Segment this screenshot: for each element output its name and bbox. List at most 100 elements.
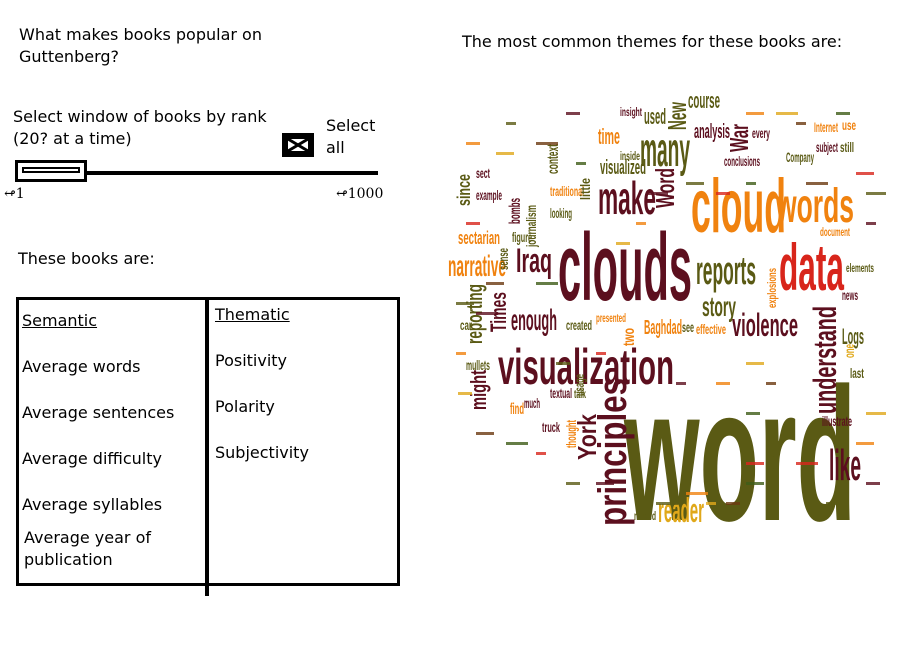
word-cloud-term: much <box>524 395 540 411</box>
word-cloud-filler-mark <box>686 182 704 185</box>
select-all-checkbox[interactable] <box>282 133 314 157</box>
semantic-item-average-syllables[interactable]: Average syllables <box>22 495 163 514</box>
word-cloud-filler-mark <box>636 222 646 225</box>
word-cloud-filler-mark <box>466 222 480 225</box>
word-cloud-filler-mark <box>616 242 630 245</box>
semantic-header[interactable]: Semantic <box>22 311 98 330</box>
word-cloud-filler-mark <box>476 312 498 315</box>
word-cloud-filler-mark <box>506 122 516 125</box>
page-question: What makes books popular on Guttenberg? <box>19 25 262 66</box>
word-cloud-term: enough <box>511 304 557 337</box>
semantic-item-average-difficulty[interactable]: Average difficulty <box>22 449 162 468</box>
word-cloud-filler-mark <box>776 112 798 115</box>
word-cloud-term: clouds <box>558 214 692 321</box>
thematic-item-polarity[interactable]: Polarity <box>215 397 275 416</box>
word-cloud-term: illustrate <box>822 413 852 429</box>
table-column-divider <box>205 299 209 596</box>
word-cloud-filler-mark <box>536 282 558 285</box>
word-cloud-term: Company <box>786 149 814 165</box>
word-cloud-term: truck <box>542 419 560 435</box>
word-cloud-filler-mark <box>766 382 776 385</box>
word-cloud-term: elements <box>846 261 874 275</box>
word-cloud-term: Word <box>650 168 680 208</box>
word-cloud-term: thought <box>563 420 579 448</box>
word-cloud-filler-mark <box>576 162 586 165</box>
word-cloud-term: presented <box>596 311 626 325</box>
word-cloud-term: York <box>572 414 602 460</box>
word-cloud-term: since <box>454 174 474 206</box>
word-cloud-filler-mark <box>706 502 716 505</box>
word-cloud-term: every <box>752 125 770 141</box>
word-cloud-term: narrative <box>448 250 506 283</box>
word-cloud-term: talk <box>574 387 586 401</box>
rank-slider-track[interactable] <box>16 171 378 175</box>
word-cloud-filler-mark <box>596 482 614 485</box>
word-cloud-term: car <box>460 317 472 333</box>
word-cloud-term: find <box>510 401 524 418</box>
rank-slider-handle[interactable] <box>15 160 87 182</box>
semantic-item-average-words[interactable]: Average words <box>22 357 141 376</box>
rank-max-label: 1000 <box>347 186 384 202</box>
word-cloud-term: textual <box>550 385 572 401</box>
word-cloud-filler-mark <box>566 482 580 485</box>
word-cloud-term: one <box>841 344 857 358</box>
word-cloud-filler-mark <box>596 352 606 355</box>
word-cloud-filler-mark <box>866 192 886 195</box>
semantic-item-average-sentences[interactable]: Average sentences <box>22 403 175 422</box>
word-cloud-filler-mark <box>466 142 480 145</box>
word-cloud-term: named <box>634 509 656 523</box>
word-cloud-filler-mark <box>746 112 764 115</box>
word-cloud-term: War <box>724 124 754 152</box>
word-cloud-filler-mark <box>716 192 730 195</box>
word-cloud-filler-mark <box>456 302 474 305</box>
word-cloud-term: like <box>829 441 861 490</box>
word-cloud-filler-mark <box>746 482 764 485</box>
semantic-item-average-year[interactable]: Average year of publication <box>24 528 151 569</box>
word-cloud-filler-mark <box>496 152 514 155</box>
word-cloud-filler-mark <box>456 352 466 355</box>
word-cloud-filler-mark <box>476 432 494 435</box>
word-cloud-filler-mark <box>506 442 528 445</box>
word-cloud-term: subject <box>816 139 838 155</box>
word-cloud-term: Logs <box>842 324 864 349</box>
tick-arrow-icon: ↫ <box>4 186 16 202</box>
word-cloud-term: visualization <box>498 339 674 395</box>
word-cloud-filler-mark <box>796 122 806 125</box>
word-cloud-filler-mark <box>826 502 836 505</box>
word-cloud-filler-mark <box>686 492 708 495</box>
word-cloud-term: see <box>682 319 694 335</box>
word-cloud-term: visualized <box>600 157 646 179</box>
word-cloud-filler-mark <box>746 412 760 415</box>
word-cloud-term: New <box>662 102 692 130</box>
word-cloud-term: Baghdad <box>644 317 682 339</box>
word-cloud-term: mullets <box>466 357 490 373</box>
word-cloud-term: inside <box>620 149 640 163</box>
word-cloud-filler-mark <box>646 192 668 195</box>
word-cloud-term: cloud <box>691 164 786 249</box>
word-cloud-term: explosions <box>765 268 779 308</box>
word-cloud-term: understand <box>807 306 843 414</box>
word-cloud-term: traditional <box>550 183 584 199</box>
word-cloud-term: looking <box>550 205 572 221</box>
thematic-item-subjectivity[interactable]: Subjectivity <box>215 443 309 462</box>
word-cloud-term: time <box>598 124 620 149</box>
word-cloud-term: usage <box>571 374 587 396</box>
word-cloud-filler-mark <box>866 222 876 225</box>
thematic-item-positivity[interactable]: Positivity <box>215 351 288 370</box>
word-cloud-term: last <box>850 365 864 381</box>
word-cloud-term: compare <box>761 440 777 478</box>
word-cloud-filler-mark <box>656 502 678 505</box>
word-cloud-term: Internet <box>814 119 838 135</box>
word-cloud-term: reports <box>696 249 756 293</box>
thematic-header[interactable]: Thematic <box>215 305 290 324</box>
word-cloud-term: insight <box>620 105 642 119</box>
word-cloud-filler-mark <box>836 112 850 115</box>
checkbox-cross-icon <box>287 137 309 153</box>
word-cloud-filler-mark <box>716 382 730 385</box>
word-cloud-term: word <box>623 349 856 532</box>
word-cloud-term: violence <box>732 307 798 343</box>
word-cloud-filler-mark <box>458 392 472 395</box>
word-cloud-term: reader <box>658 492 704 530</box>
word-cloud-term: little <box>577 178 593 200</box>
